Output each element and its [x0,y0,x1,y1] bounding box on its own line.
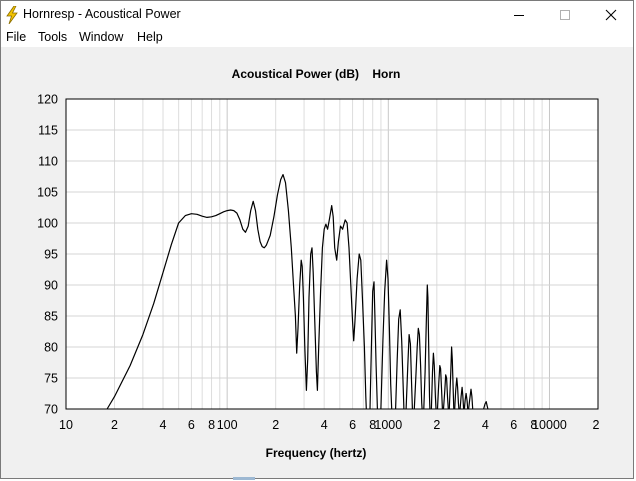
y-tick-label: 105 [37,186,58,200]
power-response-line-segment [405,334,413,410]
x-tick-label: 1000 [374,418,402,432]
acoustical-power-chart: Acoustical Power (dB) Horn 1201151101051… [37,67,599,460]
y-tick-label: 70 [44,403,58,417]
power-response-line-segment [483,401,489,410]
power-response-line-segment [468,388,474,410]
data-series-group [106,173,489,410]
x-tick-label: 4 [482,418,489,432]
x-tick-label: 6 [510,418,517,432]
x-tick-label: 2 [593,418,600,432]
taskbar-accent [233,477,255,480]
x-tick-label: 100 [217,418,238,432]
chart-title: Acoustical Power (dB) Horn [232,67,401,81]
title-bar[interactable]: Hornresp - Acoustical Power [1,1,633,29]
maximize-button[interactable] [542,1,588,29]
x-tick-label: 4 [160,418,167,432]
x-tick-label: 2 [433,418,440,432]
y-tick-label: 85 [44,310,58,324]
menu-tools[interactable]: Tools [38,30,68,44]
power-response-line-segment [463,392,469,410]
lightning-bolt-icon [6,6,18,24]
y-tick-label: 75 [44,372,58,386]
x-tick-label: 8 [369,418,376,432]
power-response-line-segment [448,346,455,410]
plot-frame [65,98,599,410]
x-axis-label: Frequency (hertz) [266,446,367,460]
menu-file[interactable]: File [6,30,27,44]
power-response-line-segment [380,259,393,410]
y-tick-label: 80 [44,341,58,355]
x-tick-label: 10000 [532,418,567,432]
x-tick-label: 2 [272,418,279,432]
y-tick-label: 115 [38,124,58,138]
power-response-line-segment [395,309,405,410]
y-tick-label: 110 [38,155,58,169]
menu-window[interactable]: Window [79,30,124,44]
y-tick-label: 120 [37,93,58,107]
close-icon [605,9,617,21]
menu-help[interactable]: Help [137,30,163,44]
chart-area: Acoustical Power (dB) Horn 120 115 110 105 1… [1,47,633,478]
maximize-icon [560,10,570,20]
minimize-button[interactable] [496,1,542,29]
y-tick-labels: 120 115 110 105 100 95 90 85 80 75 70 [37,93,58,417]
power-response-line-segment [413,327,423,410]
y-tick-label: 100 [37,217,58,231]
x-tick-label: 10 [59,418,73,432]
power-response-line-segment [423,284,431,410]
power-response-line-segment [106,173,367,410]
x-tick-label: 8 [208,418,215,432]
power-response-line-segment [436,365,443,410]
power-response-line-segment [442,374,449,410]
close-button[interactable] [588,1,634,29]
menu-bar: File Tools Window Help [1,29,633,47]
minimize-icon [514,15,524,16]
y-tick-label: 90 [44,279,58,293]
power-response-line-segment [454,377,460,410]
x-tick-label: 2 [111,418,118,432]
x-tick-label: 6 [349,418,356,432]
power-response-line-segment [369,281,378,410]
window-title: Hornresp - Acoustical Power [23,7,181,21]
grid-lines [66,99,598,409]
x-tick-label: 6 [188,418,195,432]
power-response-line-segment [459,386,465,410]
power-response-line-segment [430,352,437,410]
x-tick-label: 8 [530,418,537,432]
y-tick-label: 95 [44,248,58,262]
x-tick-label: 4 [321,418,328,432]
